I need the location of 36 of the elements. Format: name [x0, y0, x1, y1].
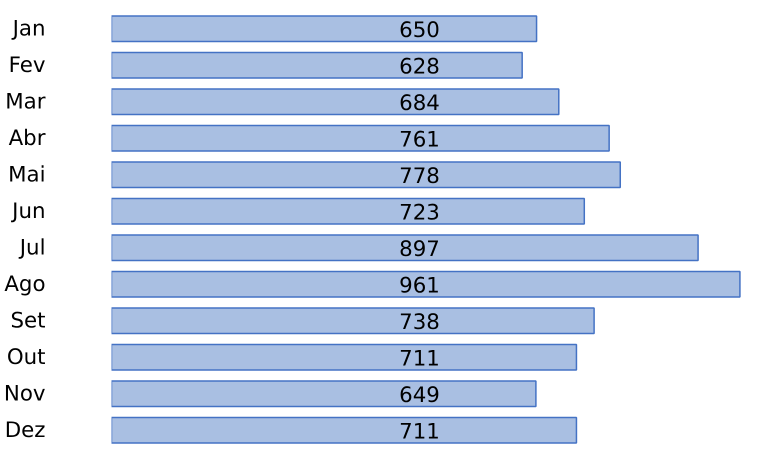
data-label: 961	[399, 273, 440, 298]
bar	[112, 124, 610, 152]
bar	[112, 88, 560, 116]
data-label: 761	[399, 127, 440, 152]
data-label: 684	[399, 90, 440, 116]
y-tick-label: Set	[10, 308, 46, 334]
data-label: 723	[399, 200, 440, 226]
bar	[112, 307, 595, 334]
data-label: 628	[399, 54, 440, 80]
bar	[112, 416, 578, 444]
y-tick-label: Dez	[4, 418, 46, 443]
data-label: 650	[399, 18, 440, 43]
y-tick-label: Nov	[4, 381, 46, 406]
y-tick-label: Out	[6, 344, 46, 370]
y-tick-label: Mar	[5, 89, 46, 114]
y-tick-label: Jul	[18, 235, 46, 260]
bar	[112, 161, 622, 188]
bar	[112, 234, 699, 262]
data-label: 711	[399, 419, 440, 444]
y-tick-label: Mai	[8, 162, 46, 188]
y-tick-label: Jan	[10, 16, 46, 42]
y-tick-label: Ago	[4, 272, 46, 297]
data-label: 738	[399, 310, 440, 335]
bar	[112, 198, 586, 225]
y-tick-label: Fev	[8, 52, 46, 78]
bar	[112, 52, 523, 79]
data-label: 778	[399, 164, 440, 189]
data-label: 649	[399, 382, 440, 408]
y-tick-label: Jun	[10, 198, 46, 224]
bar	[112, 15, 538, 42]
bar	[112, 344, 578, 371]
data-label: 897	[399, 236, 440, 262]
y-tick-label: Abr	[8, 126, 46, 151]
bar	[112, 380, 537, 408]
data-label: 711	[399, 346, 440, 372]
bar	[112, 270, 741, 298]
